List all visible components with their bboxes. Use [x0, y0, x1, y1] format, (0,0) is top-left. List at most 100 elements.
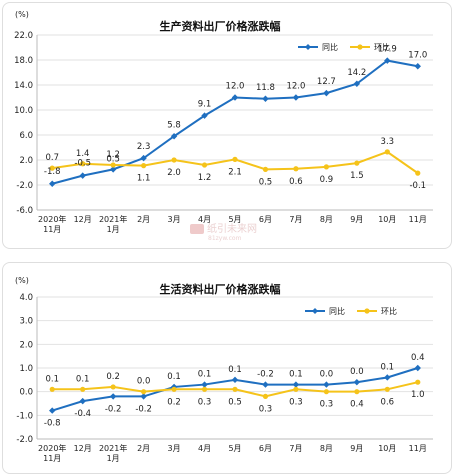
x-tick-label: 3月 — [168, 215, 181, 224]
y-tick-label: -1.0 — [16, 411, 33, 421]
data-point-mom — [80, 386, 86, 392]
producer-goods-chart: (%) 生产资料出厂价格涨跌幅 -6.0 -2.0 2.0 6.0 10.0 14.0 18.0… — [14, 10, 433, 234]
data-point-yoy — [292, 381, 300, 388]
data-label-mom: 1.2 — [106, 150, 120, 160]
data-point-mom — [171, 386, 177, 392]
data-point-yoy — [231, 376, 239, 384]
y-tick-label: -2.0 — [16, 181, 33, 191]
data-point-mom — [201, 162, 208, 168]
x-tick-label: 2月 — [137, 444, 150, 453]
x-tick-label: 8月 — [320, 444, 333, 453]
x-tick-label: 9月 — [350, 444, 363, 453]
data-point-yoy — [231, 94, 239, 101]
data-point-mom — [384, 386, 390, 392]
data-point-mom — [415, 379, 421, 385]
data-label-yoy: -0.5 — [74, 159, 91, 169]
data-label-mom: 1.2 — [198, 173, 212, 183]
data-point-mom — [141, 163, 147, 169]
data-point-yoy — [140, 154, 147, 162]
data-point-yoy — [79, 172, 86, 179]
data-label-yoy: 17.9 — [378, 45, 397, 55]
data-point-yoy — [140, 393, 147, 400]
data-point-yoy — [414, 63, 421, 70]
legend-marker-mom — [364, 308, 370, 314]
x-tick-label: 7月 — [289, 215, 302, 224]
y-tick-label: 2.0 — [19, 340, 33, 350]
data-point-mom — [293, 386, 299, 392]
x-tick-label: 8月 — [320, 215, 333, 224]
x-tick-label: 11月 — [43, 225, 61, 234]
data-label-mom: 2.1 — [228, 167, 242, 177]
data-label-yoy: 0.1 — [167, 372, 181, 382]
data-point-yoy — [262, 95, 269, 102]
data-label-yoy: 0.1 — [228, 365, 242, 375]
data-label-yoy: 12.7 — [317, 77, 336, 87]
data-label-yoy: 0.4 — [411, 353, 425, 363]
data-point-yoy — [292, 94, 300, 101]
data-label-yoy: 0.5 — [106, 154, 120, 164]
legend-marker-yoy — [305, 44, 311, 50]
data-label-yoy: 0.1 — [289, 370, 303, 380]
data-point-yoy — [262, 381, 269, 388]
consumer-goods-chart: (%) 生活资料出厂价格涨跌幅 -2.0 -1.0 0.0 1.0 2.0 3.0 4.0 202… — [15, 276, 433, 463]
data-point-mom — [293, 166, 299, 172]
x-tick-label: 1月 — [107, 225, 120, 234]
data-label-yoy: 0.0 — [350, 367, 364, 377]
data-label-mom: 0.6 — [381, 397, 395, 407]
x-tick-label: 4月 — [198, 215, 211, 224]
data-point-yoy — [201, 112, 208, 119]
data-point-yoy — [109, 166, 117, 173]
data-label-mom: 0.4 — [350, 400, 364, 410]
data-point-yoy — [201, 381, 208, 388]
data-point-mom — [262, 393, 269, 399]
data-label-yoy: 2.3 — [137, 142, 151, 152]
data-label-yoy: 5.8 — [167, 120, 181, 130]
data-label-mom: 0.5 — [228, 397, 242, 407]
data-label-yoy: 14.2 — [347, 68, 366, 78]
data-label-yoy: 0.1 — [198, 370, 212, 380]
data-point-mom — [262, 166, 269, 172]
y-tick-label: -6.0 — [16, 206, 33, 216]
data-label-yoy: -0.8 — [44, 419, 61, 429]
data-label-yoy: 9.1 — [198, 100, 212, 110]
x-tick-label: 2021年 — [99, 443, 127, 453]
data-label-yoy: 12.0 — [286, 82, 305, 92]
data-point-mom — [415, 170, 421, 176]
data-point-mom — [384, 149, 390, 155]
data-label-mom: 3.3 — [381, 137, 395, 147]
data-label-mom: 0.1 — [45, 374, 59, 384]
x-tick-label: 10月 — [378, 444, 396, 453]
y-tick-label: 22.0 — [14, 31, 33, 41]
data-point-yoy — [49, 407, 56, 414]
data-point-mom — [232, 156, 238, 162]
data-label-yoy: -0.2 — [257, 370, 274, 380]
data-point-mom — [110, 162, 116, 168]
data-label-yoy: -1.8 — [44, 167, 61, 177]
data-point-yoy — [384, 374, 391, 381]
data-label-yoy: 12.0 — [226, 82, 245, 92]
x-tick-label: 2月 — [137, 215, 150, 224]
y-tick-label: 1.0 — [19, 364, 33, 374]
data-label-mom: 0.7 — [45, 153, 59, 163]
y-tick-label: 4.0 — [19, 293, 33, 303]
data-label-yoy: -0.2 — [105, 404, 122, 414]
y-tick-label: 3.0 — [19, 317, 33, 327]
watermark-text: 纸引未来网 — [207, 224, 257, 235]
legend-label-mom: 环比 — [381, 306, 397, 316]
data-label-mom: 0.5 — [259, 177, 273, 187]
data-point-yoy — [79, 397, 86, 405]
legend-label-mom: 环比 — [374, 42, 390, 52]
data-point-mom — [141, 389, 147, 395]
data-point-mom — [323, 389, 329, 395]
x-tick-label: 11月 — [409, 215, 427, 224]
data-label-mom: 0.1 — [76, 374, 90, 384]
data-point-yoy — [414, 364, 421, 372]
x-tick-label: 12月 — [74, 215, 92, 224]
y-tick-label: 0.0 — [19, 388, 33, 398]
data-label-mom: 0.3 — [198, 397, 212, 407]
data-label-yoy: -0.2 — [135, 404, 152, 414]
data-label-yoy: 0.0 — [320, 370, 334, 380]
y-tick-label: 6.0 — [19, 131, 33, 141]
data-point-mom — [201, 386, 208, 392]
data-label-yoy: 0.1 — [381, 362, 395, 372]
